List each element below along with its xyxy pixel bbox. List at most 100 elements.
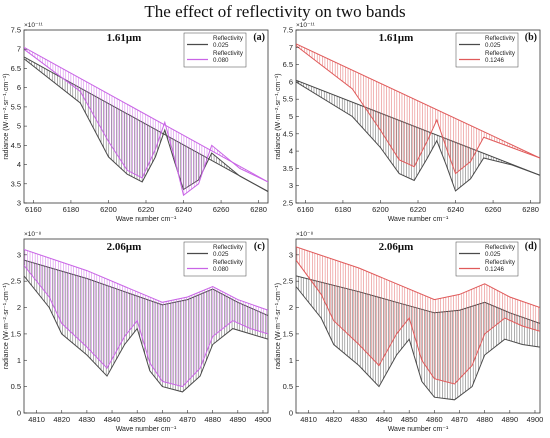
panel-title: 2.06μm (379, 241, 414, 253)
legend-header: Reflectivity (213, 259, 244, 266)
x-tick-label: 6240 (447, 205, 464, 214)
x-tick-label: 6160 (25, 205, 42, 214)
lower-envelope (296, 81, 540, 192)
upper-envelope (296, 246, 540, 308)
x-tick-label: 4900 (255, 415, 272, 424)
y-tick-label: 0 (289, 409, 293, 418)
y-axis-label: radiance (W·m⁻²·sr⁻¹·cm⁻¹) (3, 283, 10, 369)
x-tick-label: 4820 (325, 415, 342, 424)
upper-envelope (296, 43, 540, 159)
figure-title: The effect of reflectivity on two bands (144, 2, 406, 21)
legend-value: 0.025 (213, 42, 229, 49)
lower-envelope (296, 45, 540, 175)
x-tick-label: 4870 (179, 415, 196, 424)
x-tick-label: 6260 (213, 205, 230, 214)
y-tick-label: 2 (289, 303, 293, 312)
x-tick-label: 4810 (300, 415, 317, 424)
legend-value: 0.025 (213, 251, 229, 258)
x-tick-label: 6200 (100, 205, 117, 214)
y-tick-label: 7 (289, 43, 293, 52)
series-0.025 (24, 259, 268, 393)
axis-exponent: ×10⁻⁸ (296, 231, 313, 238)
panel-letter: (b) (525, 32, 537, 43)
panel-title: 2.06μm (107, 241, 142, 253)
lower-envelope (24, 48, 268, 197)
x-tick-label: 4860 (154, 415, 171, 424)
panel-letter: (a) (253, 32, 265, 43)
x-tick-label: 6240 (175, 205, 192, 214)
upper-envelope (296, 275, 540, 324)
y-tick-label: 4 (17, 160, 21, 169)
upper-envelope (296, 79, 540, 176)
x-tick-label: 4880 (476, 415, 493, 424)
y-tick-label: 1.5 (11, 329, 21, 338)
y-axis-label: radiance (W·m⁻²·sr⁻¹·cm⁻¹) (275, 73, 282, 159)
lower-envelope (24, 275, 268, 393)
y-tick-label: 3 (289, 181, 293, 190)
series-0.025 (296, 79, 540, 192)
chart-panel-c: 4810 4820 4830 4840 4850 4860 4870 4880 4890 4900… (3, 231, 271, 433)
y-tick-label: 5.5 (283, 95, 293, 104)
series-0.080 (24, 249, 268, 388)
y-tick-label: 5 (17, 122, 21, 131)
x-tick-label: 4840 (104, 415, 121, 424)
x-tick-label: 6280 (250, 205, 267, 214)
y-tick-label: 0.5 (11, 382, 21, 391)
chart-panel-b: 6160 6180 6200 6220 6240 6260 6280 2.5 3 3.5 4 4.5 5… (275, 22, 541, 223)
axis-exponent: ×10⁻⁸ (24, 231, 41, 238)
x-tick-label: 4850 (401, 415, 418, 424)
panel-letter: (c) (254, 241, 265, 252)
legend-value: 0.025 (485, 251, 501, 258)
x-tick-label: 4860 (426, 415, 443, 424)
axis-exponent: ×10⁻¹¹ (296, 22, 316, 29)
y-axis-label: radiance (W·m⁻²·sr⁻¹·cm⁻¹) (275, 283, 282, 369)
upper-envelope (24, 46, 268, 183)
lower-envelope (296, 286, 540, 401)
legend-value: 0.1246 (485, 266, 504, 273)
y-tick-label: 7.5 (283, 26, 293, 35)
x-tick-label: 6260 (485, 205, 502, 214)
legend-value: 0.080 (213, 57, 229, 64)
legend-box (455, 32, 519, 68)
y-tick-label: 4.5 (11, 141, 21, 150)
x-tick-label: 4890 (501, 415, 518, 424)
y-tick-label: 3 (17, 199, 21, 208)
legend-header: Reflectivity (213, 244, 244, 251)
x-tick-label: 6200 (372, 205, 389, 214)
legend-header: Reflectivity (485, 50, 516, 57)
legend-header: Reflectivity (485, 259, 516, 266)
panel-title: 1.61μm (107, 32, 142, 44)
y-tick-label: 0 (17, 409, 21, 418)
legend-header: Reflectivity (485, 244, 516, 251)
x-tick-label: 4830 (351, 415, 368, 424)
upper-envelope (24, 249, 268, 311)
x-tick-label: 4810 (28, 415, 45, 424)
legend-header: Reflectivity (213, 35, 244, 42)
lower-envelope (24, 265, 268, 388)
y-tick-label: 0.5 (283, 382, 293, 391)
x-tick-label: 4820 (53, 415, 70, 424)
x-axis-label: Wave number cm⁻¹ (116, 426, 177, 433)
x-tick-label: 6180 (335, 205, 352, 214)
lower-envelope (296, 259, 540, 385)
y-tick-label: 7.5 (11, 26, 21, 35)
y-tick-label: 3 (17, 250, 21, 259)
x-tick-label: 4850 (129, 415, 146, 424)
legend-box (183, 241, 247, 277)
y-axis-label: radiance (W·m⁻²·sr⁻¹·cm⁻¹) (3, 73, 10, 159)
legend-header: Reflectivity (485, 35, 516, 42)
legend-value: 0.025 (485, 42, 501, 49)
x-tick-label: 6220 (410, 205, 427, 214)
y-tick-label: 4 (289, 147, 293, 156)
lower-envelope (24, 58, 268, 192)
chart-panel-d: 4810 4820 4830 4840 4850 4860 4870 4880 4890 4900… (275, 231, 543, 433)
y-tick-label: 2.5 (11, 277, 21, 286)
x-tick-label: 4870 (451, 415, 468, 424)
y-tick-label: 2.5 (283, 277, 293, 286)
y-tick-label: 5 (289, 112, 293, 121)
legend-box (183, 32, 247, 68)
y-tick-label: 3.5 (283, 164, 293, 173)
